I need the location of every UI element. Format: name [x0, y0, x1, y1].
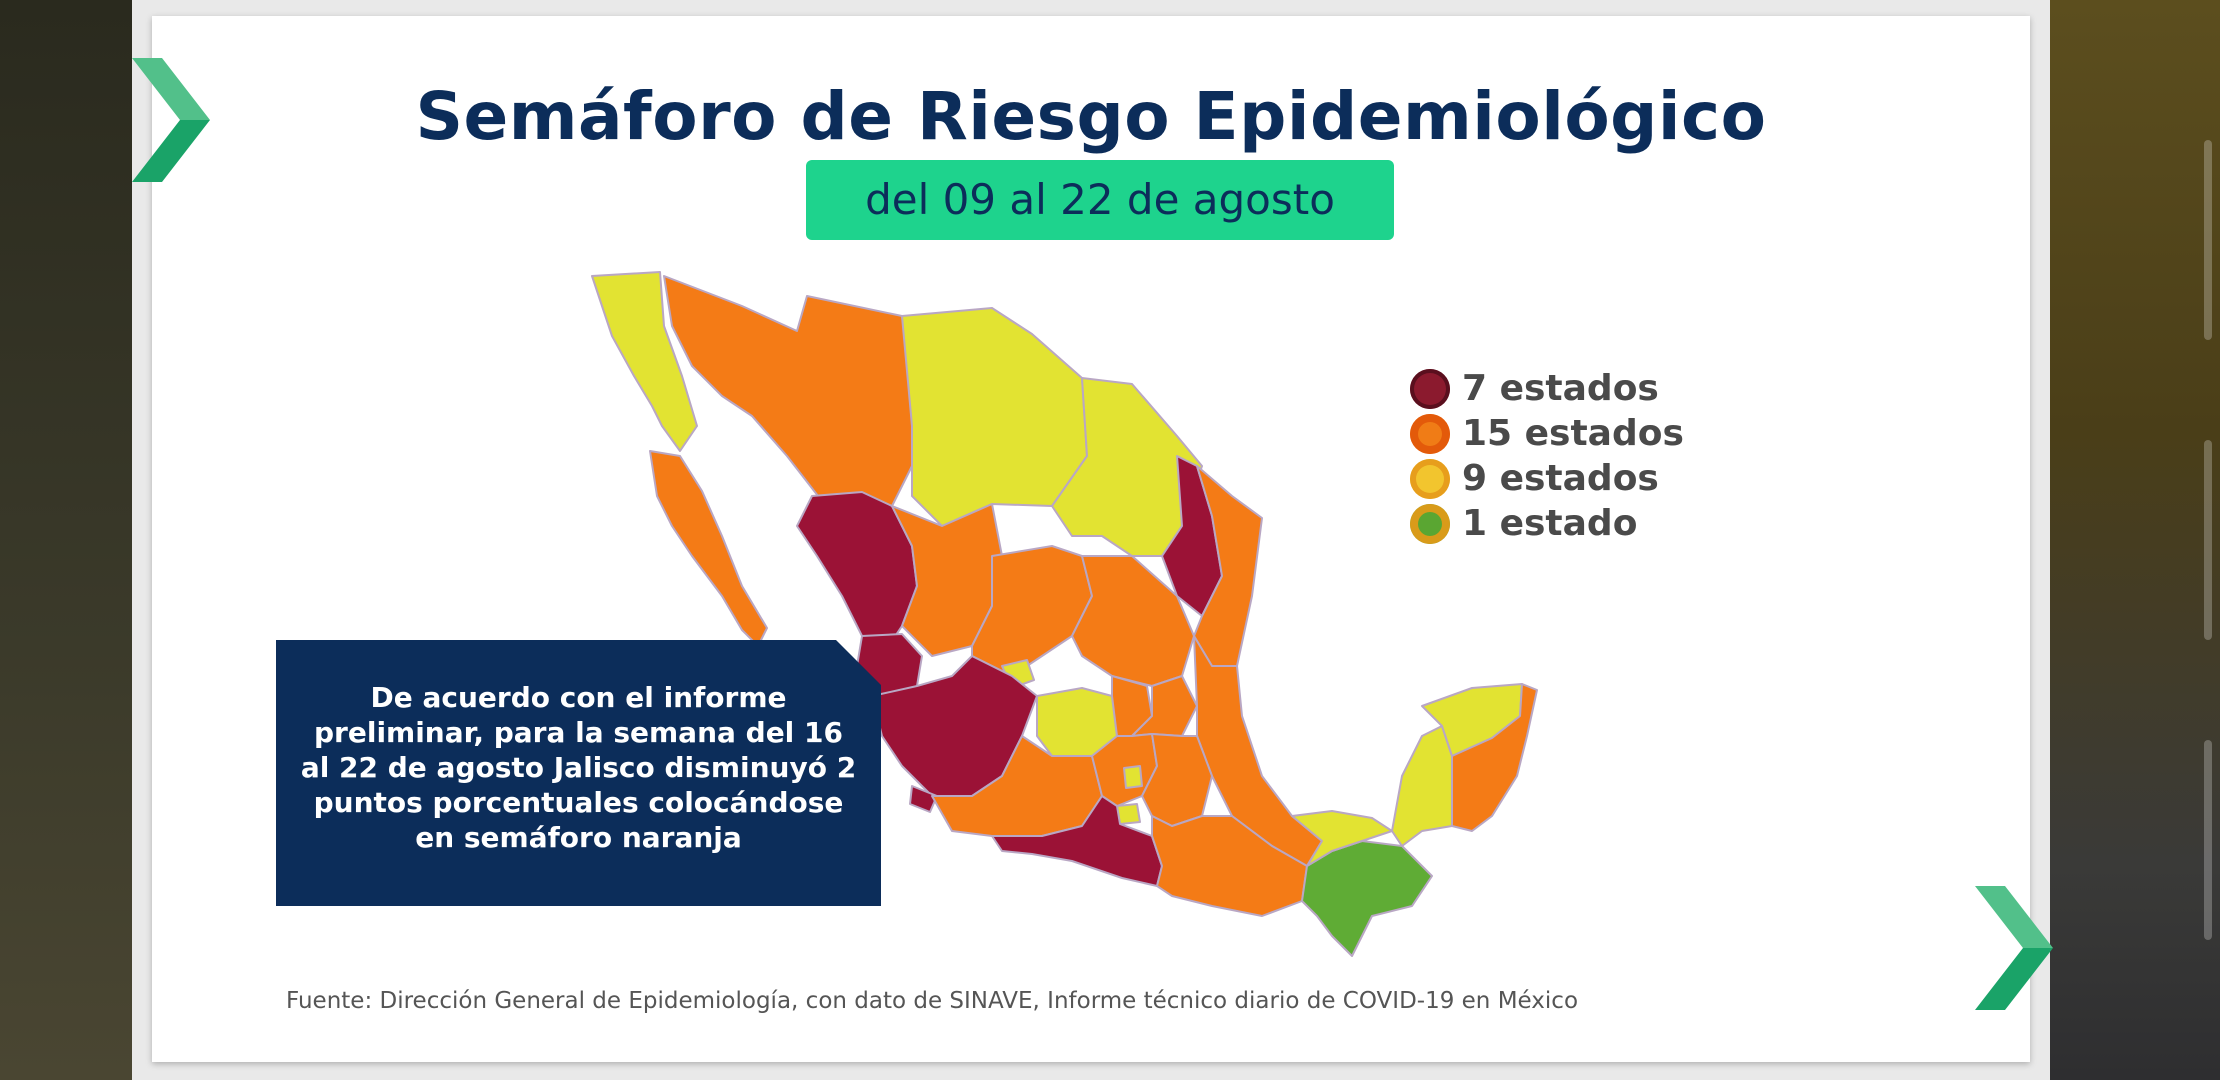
- legend-item-yellow: 9 estados: [1410, 456, 1684, 501]
- region-colima: [909, 785, 938, 813]
- date-range-badge: del 09 al 22 de agosto: [806, 160, 1394, 240]
- legend-label: 15 estados: [1462, 413, 1684, 454]
- region-cdmx: [1123, 765, 1143, 789]
- scrollbar-track-1: [2204, 140, 2212, 340]
- region-campeche: [1391, 725, 1453, 847]
- background-right: [2050, 0, 2220, 1080]
- region-zacatecas: [971, 545, 1093, 677]
- source-citation: Fuente: Dirección General de Epidemiolog…: [286, 988, 1579, 1014]
- region-oaxaca: [1151, 815, 1308, 917]
- mexico-map: [591, 271, 1538, 957]
- region-quintana-roo: [1451, 683, 1538, 832]
- sun-icon: [1410, 503, 1450, 544]
- region-baja-california: [591, 271, 698, 452]
- info-note: De acuerdo con el informe preliminar, pa…: [276, 640, 881, 906]
- legend-item-green: 1 estado: [1410, 501, 1684, 546]
- chevron-logo-icon: [132, 58, 210, 182]
- slide: Semáforo de Riesgo Epidemiológico del 09…: [152, 16, 2030, 1062]
- legend: 7 estados 15 estados 9 estados 1 estado: [1410, 366, 1684, 546]
- scrollbar-track-2: [2204, 440, 2212, 640]
- legend-item-orange: 15 estados: [1410, 411, 1684, 456]
- chevron-logo-icon: [1975, 886, 2053, 1010]
- star-icon: [1410, 458, 1450, 499]
- scrollbar-track-3: [2204, 740, 2212, 940]
- background-left: [0, 0, 132, 1080]
- legend-label: 1 estado: [1462, 503, 1638, 544]
- gear-icon: [1410, 413, 1450, 454]
- region-chihuahua: [901, 307, 1088, 527]
- shield-icon: [1410, 368, 1450, 409]
- region-baja-california-sur: [649, 450, 768, 647]
- legend-label: 7 estados: [1462, 368, 1659, 409]
- legend-item-red: 7 estados: [1410, 366, 1684, 411]
- region-sonora: [663, 275, 913, 515]
- slide-title: Semáforo de Riesgo Epidemiológico: [415, 78, 1767, 155]
- region-tabasco: [1291, 810, 1393, 867]
- legend-label: 9 estados: [1462, 458, 1659, 499]
- region-coahuila: [1051, 377, 1203, 557]
